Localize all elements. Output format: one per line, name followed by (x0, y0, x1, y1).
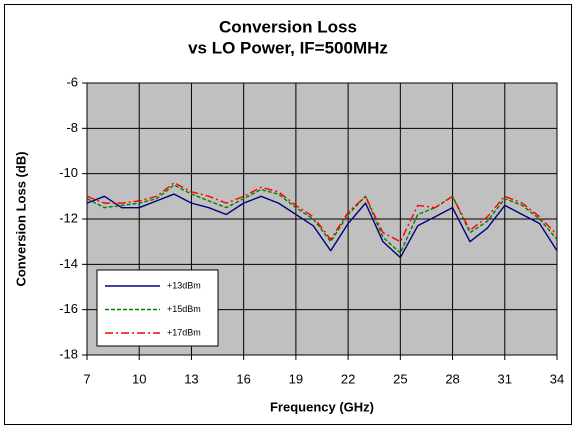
y-tick-label: -8 (66, 120, 78, 135)
x-tick-label: 28 (445, 371, 459, 386)
y-tick-label: -14 (59, 256, 78, 271)
legend-label: +15dBm (167, 304, 201, 314)
x-tick-label: 13 (184, 371, 198, 386)
chart-subtitle: vs LO Power, IF=500MHz (188, 38, 388, 57)
x-tick-label: 31 (498, 371, 512, 386)
x-tick-label: 10 (132, 371, 146, 386)
y-tick-label: -18 (59, 346, 78, 361)
series-line (86, 193, 558, 259)
x-tick-label: 19 (289, 371, 303, 386)
series-line (86, 182, 558, 243)
y-tick-label: -16 (59, 301, 78, 316)
chart-title: Conversion Loss (219, 17, 357, 36)
x-tick-label: 7 (83, 371, 90, 386)
x-tick-label: 22 (341, 371, 355, 386)
x-tick-label: 25 (393, 371, 407, 386)
y-axis-label: Conversion Loss (dB) (13, 151, 28, 286)
series-line (86, 184, 558, 254)
y-tick-label: -10 (59, 165, 78, 180)
legend-label: +13dBm (167, 280, 201, 290)
x-tick-label: 34 (550, 371, 564, 386)
y-tick-label: -6 (66, 74, 78, 89)
x-axis-label: Frequency (GHz) (270, 399, 374, 414)
plot-frame (86, 82, 558, 356)
legend-label: +17dBm (167, 327, 201, 337)
x-tick-label: 16 (236, 371, 250, 386)
y-tick-label: -12 (59, 210, 78, 225)
